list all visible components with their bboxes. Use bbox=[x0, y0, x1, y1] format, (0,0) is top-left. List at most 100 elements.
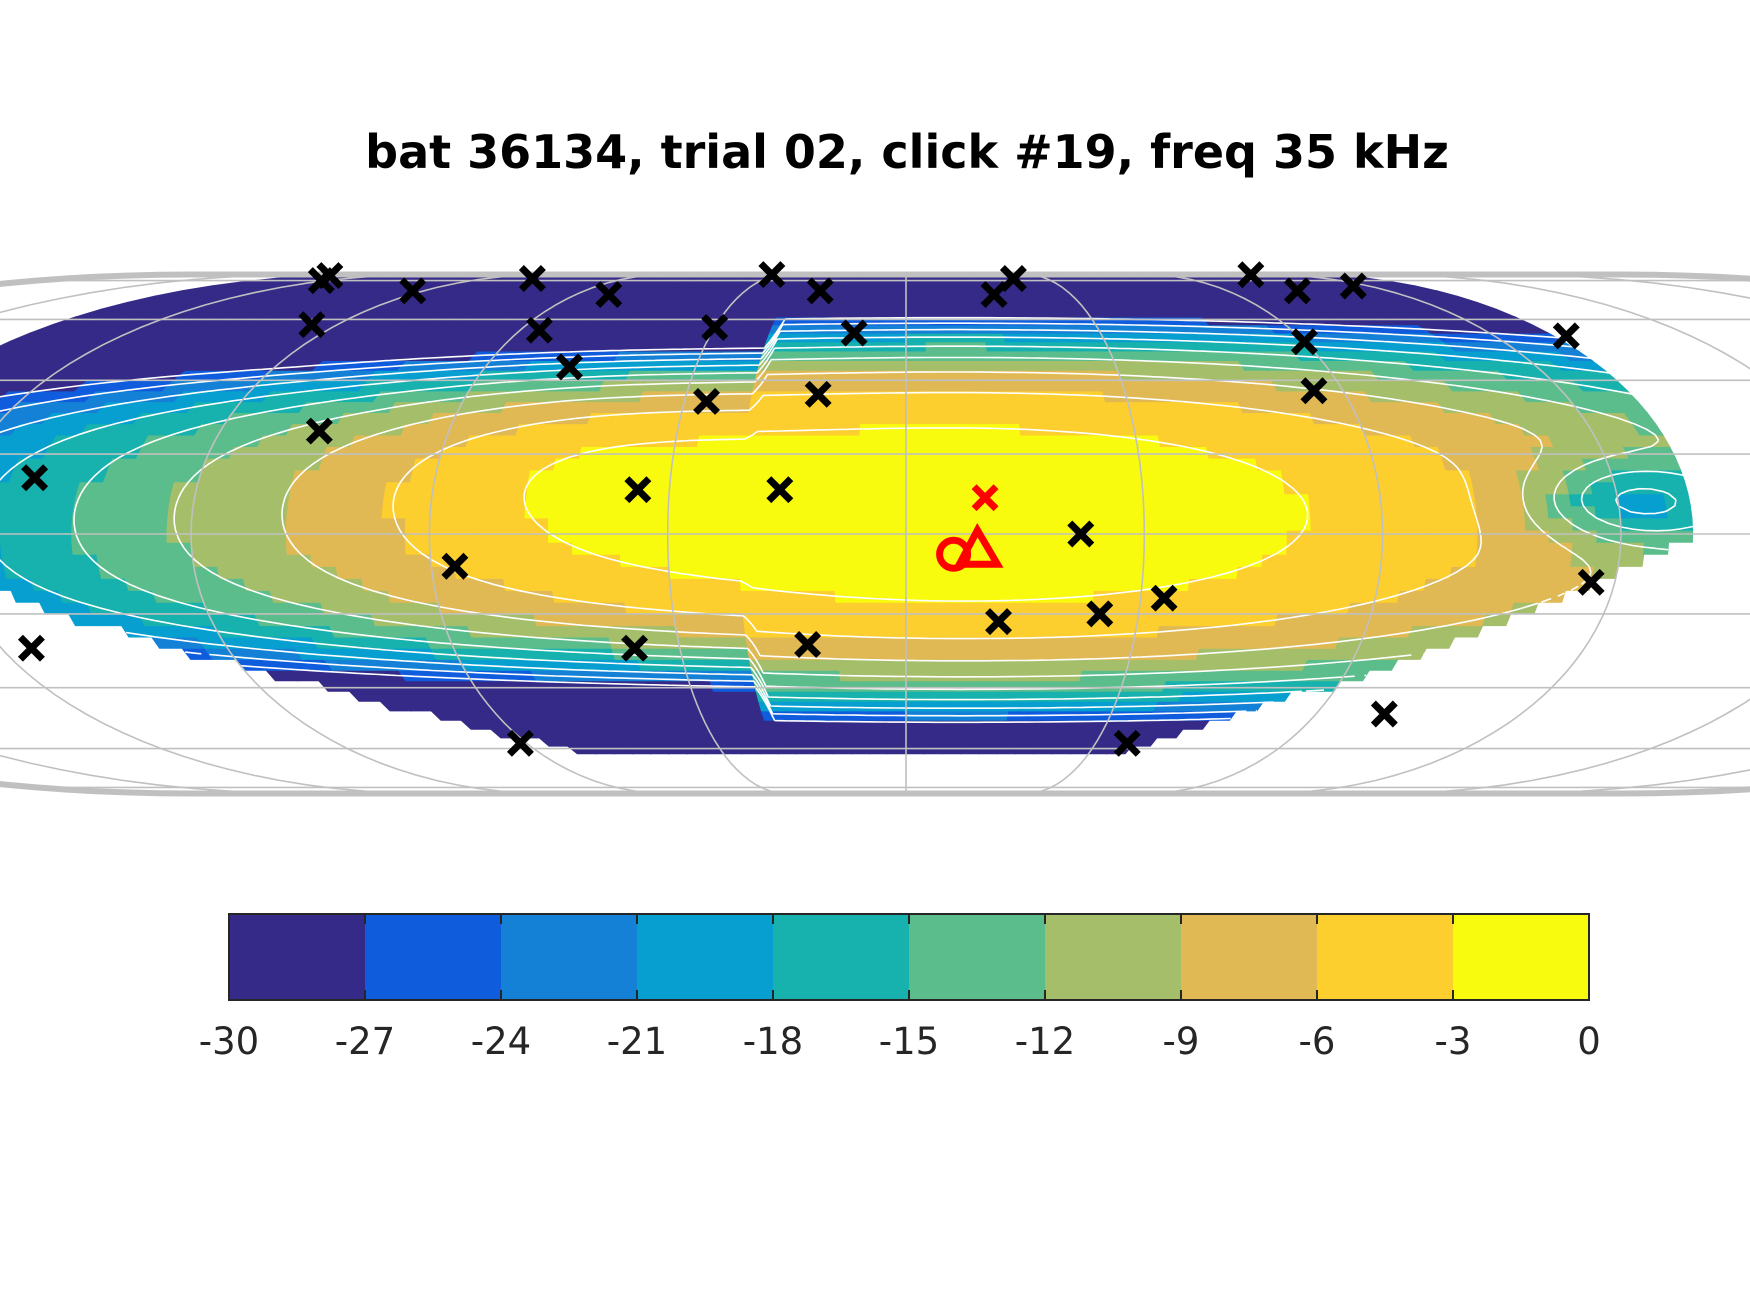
field-cell bbox=[858, 281, 878, 287]
field-cell bbox=[1356, 505, 1383, 519]
field-cell bbox=[1418, 457, 1447, 471]
field-cell bbox=[1073, 690, 1100, 702]
field-cell bbox=[1329, 577, 1357, 591]
field-cell bbox=[573, 481, 600, 495]
field-cell bbox=[882, 445, 907, 459]
field-cell bbox=[656, 647, 684, 660]
field-cell bbox=[905, 529, 931, 543]
field-cell bbox=[1123, 390, 1151, 403]
field-cell bbox=[1476, 517, 1503, 531]
field-cell bbox=[262, 553, 290, 567]
field-cell bbox=[838, 390, 863, 403]
colorbar-tick-label: -6 bbox=[1299, 1020, 1336, 1063]
field-cell bbox=[706, 669, 733, 682]
field-cell bbox=[675, 422, 703, 436]
field-cell bbox=[840, 369, 865, 381]
field-cell bbox=[928, 469, 954, 483]
field-cell bbox=[357, 553, 385, 567]
field-cell bbox=[264, 565, 292, 579]
field-cell bbox=[865, 728, 888, 739]
field-cell bbox=[215, 553, 242, 567]
field-cell bbox=[1304, 469, 1332, 483]
field-cell bbox=[1463, 601, 1493, 615]
field-cell bbox=[696, 613, 723, 627]
field-cell bbox=[430, 493, 457, 507]
field-cell bbox=[1522, 553, 1550, 567]
field-cell bbox=[1119, 529, 1145, 543]
field-cell bbox=[999, 737, 1023, 747]
field-cell bbox=[715, 493, 741, 507]
beam-pattern-field bbox=[0, 274, 1694, 755]
field-cell bbox=[1179, 624, 1207, 638]
field-cell bbox=[1012, 379, 1038, 392]
field-cell bbox=[1094, 481, 1120, 495]
field-cell bbox=[786, 481, 813, 495]
field-cell bbox=[575, 589, 603, 603]
field-cell bbox=[1284, 493, 1311, 507]
field-cell bbox=[860, 647, 885, 660]
field-cell bbox=[1405, 517, 1431, 531]
field-cell bbox=[240, 565, 268, 579]
field-cell bbox=[1416, 601, 1446, 615]
field-cell bbox=[404, 529, 431, 543]
field-cell bbox=[694, 601, 721, 615]
field-cell bbox=[1077, 379, 1104, 392]
field-cell bbox=[1380, 553, 1407, 567]
field-cell bbox=[408, 577, 436, 591]
field-cell bbox=[1381, 517, 1408, 531]
field-cell bbox=[48, 505, 75, 519]
field-cell bbox=[835, 434, 861, 447]
field-cell bbox=[405, 505, 432, 519]
field-cell bbox=[1119, 517, 1145, 531]
field-cell bbox=[1513, 589, 1543, 603]
field-cell bbox=[1084, 647, 1111, 660]
field-cell bbox=[428, 529, 454, 543]
field-cell bbox=[222, 589, 252, 603]
field-cell bbox=[1045, 457, 1071, 471]
field-cell bbox=[597, 577, 625, 591]
field-cell bbox=[457, 589, 486, 603]
field-cell bbox=[1017, 647, 1043, 660]
field-cell bbox=[1333, 541, 1360, 555]
field-cell bbox=[905, 457, 931, 471]
field-cell bbox=[1548, 517, 1574, 531]
field-cell bbox=[1070, 481, 1097, 495]
field-cell bbox=[581, 434, 609, 447]
field-cell bbox=[438, 445, 468, 459]
field-cell bbox=[619, 505, 646, 519]
field-cell bbox=[806, 728, 830, 739]
field-cell bbox=[477, 493, 504, 507]
field-cell bbox=[435, 457, 464, 471]
field-cell bbox=[905, 553, 931, 567]
field-cell bbox=[1117, 577, 1144, 591]
field-cell bbox=[853, 295, 874, 304]
field-cell bbox=[318, 457, 348, 471]
field-cell bbox=[833, 529, 859, 543]
field-cell bbox=[882, 400, 907, 413]
field-cell bbox=[948, 379, 973, 392]
field-cell bbox=[1152, 411, 1180, 425]
field-cell bbox=[1167, 529, 1193, 543]
field-cell bbox=[96, 553, 124, 567]
field-cell bbox=[798, 690, 823, 702]
field-cell bbox=[1001, 728, 1026, 739]
field-cell bbox=[244, 469, 274, 483]
field-cell bbox=[1113, 445, 1140, 459]
field-cell bbox=[1166, 505, 1193, 519]
field-cell bbox=[476, 529, 502, 543]
field-cell bbox=[861, 379, 886, 392]
field-cell bbox=[772, 669, 798, 682]
field-cell bbox=[1016, 400, 1042, 413]
field-cell bbox=[1154, 422, 1182, 436]
colorbar-tick-label: 0 bbox=[1577, 1020, 1601, 1063]
field-cell bbox=[993, 400, 1019, 413]
field-cell bbox=[840, 285, 861, 292]
field-cell bbox=[882, 624, 907, 638]
field-cell bbox=[1214, 541, 1241, 555]
field-cell bbox=[1023, 577, 1049, 591]
field-cell bbox=[957, 302, 979, 311]
field-cell bbox=[905, 493, 931, 507]
field-cell bbox=[814, 411, 840, 425]
field-cell bbox=[738, 505, 765, 519]
field-cell bbox=[939, 302, 961, 311]
